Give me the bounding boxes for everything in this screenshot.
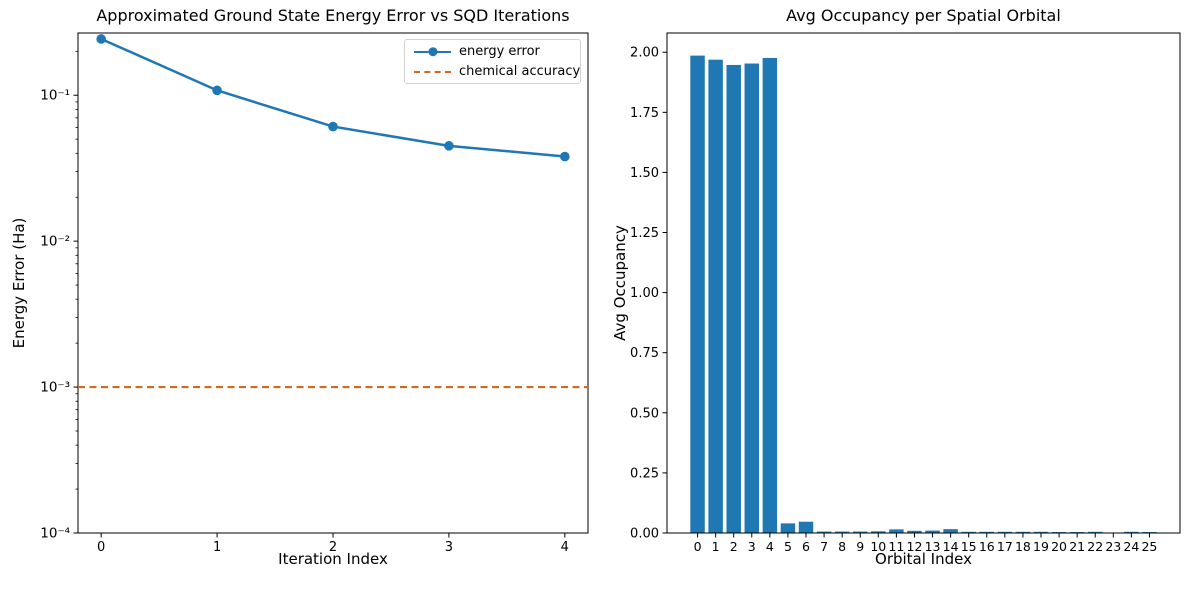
bar-orbital-14 bbox=[943, 529, 958, 533]
svg-text:1: 1 bbox=[712, 539, 720, 554]
bar-orbital-8 bbox=[834, 531, 850, 533]
bar-orbital-3 bbox=[744, 63, 760, 534]
circle-marker-icon bbox=[428, 46, 437, 56]
legend-entry-energy-error: energy error bbox=[414, 43, 571, 60]
svg-text:8: 8 bbox=[838, 539, 846, 554]
svg-text:4: 4 bbox=[561, 540, 569, 555]
svg-text:9: 9 bbox=[856, 539, 864, 554]
svg-text:10⁻³: 10⁻³ bbox=[40, 380, 70, 396]
bar-orbital-6 bbox=[798, 521, 814, 533]
svg-text:0: 0 bbox=[694, 539, 702, 554]
svg-text:2.00: 2.00 bbox=[630, 46, 659, 61]
svg-text:23: 23 bbox=[1105, 539, 1121, 554]
legend-label-chemical-accuracy: chemical accuracy bbox=[459, 64, 581, 79]
svg-text:2: 2 bbox=[329, 540, 337, 555]
svg-text:1.75: 1.75 bbox=[630, 106, 659, 121]
svg-text:1.50: 1.50 bbox=[630, 166, 659, 181]
bar-orbital-13 bbox=[925, 530, 940, 533]
bar-orbital-18 bbox=[1015, 531, 1031, 533]
bar-orbital-5 bbox=[780, 523, 796, 533]
svg-text:24: 24 bbox=[1123, 539, 1139, 554]
left-xaxis-label: Iteration Index bbox=[278, 550, 388, 568]
svg-text:7: 7 bbox=[820, 539, 828, 554]
svg-text:5: 5 bbox=[784, 539, 792, 554]
bar-orbital-9 bbox=[853, 531, 868, 533]
bar-orbital-4 bbox=[762, 58, 778, 533]
svg-text:12: 12 bbox=[907, 539, 923, 554]
svg-text:10: 10 bbox=[870, 539, 886, 554]
bar-orbital-24 bbox=[1124, 531, 1139, 533]
svg-text:13: 13 bbox=[925, 539, 941, 554]
svg-text:2: 2 bbox=[730, 539, 738, 554]
right-chart-title: Avg Occupancy per Spatial Orbital bbox=[786, 6, 1061, 25]
svg-text:20: 20 bbox=[1051, 539, 1067, 554]
bar-orbital-19 bbox=[1033, 531, 1049, 533]
svg-text:16: 16 bbox=[979, 539, 995, 554]
svg-text:19: 19 bbox=[1033, 539, 1049, 554]
bar-orbital-11 bbox=[889, 529, 904, 533]
bar-orbital-16 bbox=[979, 531, 994, 533]
legend-entry-chemical-accuracy: chemical accuracy bbox=[414, 63, 580, 80]
bar-orbital-17 bbox=[997, 531, 1013, 533]
svg-text:1: 1 bbox=[213, 540, 221, 555]
svg-text:11: 11 bbox=[888, 539, 904, 554]
bar-orbital-12 bbox=[907, 530, 922, 533]
svg-text:21: 21 bbox=[1069, 539, 1085, 554]
bar-orbital-10 bbox=[871, 531, 886, 533]
right-yaxis-label: Avg Occupancy bbox=[611, 225, 629, 341]
svg-text:0.75: 0.75 bbox=[630, 346, 659, 361]
svg-text:3: 3 bbox=[748, 539, 756, 554]
svg-text:0.00: 0.00 bbox=[630, 527, 659, 542]
svg-text:6: 6 bbox=[802, 539, 810, 554]
chemical-accuracy-dash-icon bbox=[414, 70, 451, 73]
svg-text:15: 15 bbox=[961, 539, 977, 554]
bar-orbital-7 bbox=[816, 531, 832, 533]
svg-text:1.00: 1.00 bbox=[630, 286, 659, 301]
svg-text:4: 4 bbox=[766, 539, 774, 554]
bar-orbital-0 bbox=[690, 55, 705, 533]
svg-text:17: 17 bbox=[997, 539, 1013, 554]
svg-text:10⁻¹: 10⁻¹ bbox=[40, 88, 70, 104]
svg-text:25: 25 bbox=[1141, 539, 1157, 554]
svg-text:18: 18 bbox=[1015, 539, 1031, 554]
energy-error-line-icon bbox=[414, 46, 451, 56]
svg-text:3: 3 bbox=[445, 540, 453, 555]
left-chart-title: Approximated Ground State Energy Error v… bbox=[96, 6, 570, 25]
svg-text:0.50: 0.50 bbox=[630, 406, 659, 421]
bar-orbital-22 bbox=[1087, 531, 1103, 533]
bar-orbital-15 bbox=[961, 531, 976, 533]
svg-text:10⁻⁴: 10⁻⁴ bbox=[40, 526, 70, 542]
legend: energy error chemical accuracy bbox=[404, 39, 581, 84]
svg-text:22: 22 bbox=[1087, 539, 1103, 554]
svg-text:10⁻²: 10⁻² bbox=[40, 234, 70, 250]
legend-label-energy-error: energy error bbox=[459, 44, 540, 59]
right-xaxis-label: Orbital Index bbox=[875, 550, 972, 568]
svg-text:0.25: 0.25 bbox=[630, 466, 659, 481]
svg-text:14: 14 bbox=[943, 539, 959, 554]
bar-orbital-2 bbox=[726, 64, 741, 533]
bar-orbital-1 bbox=[708, 59, 723, 534]
svg-text:1.25: 1.25 bbox=[630, 226, 659, 241]
left-yaxis-label: Energy Error (Ha) bbox=[10, 217, 28, 349]
svg-text:0: 0 bbox=[97, 540, 105, 555]
